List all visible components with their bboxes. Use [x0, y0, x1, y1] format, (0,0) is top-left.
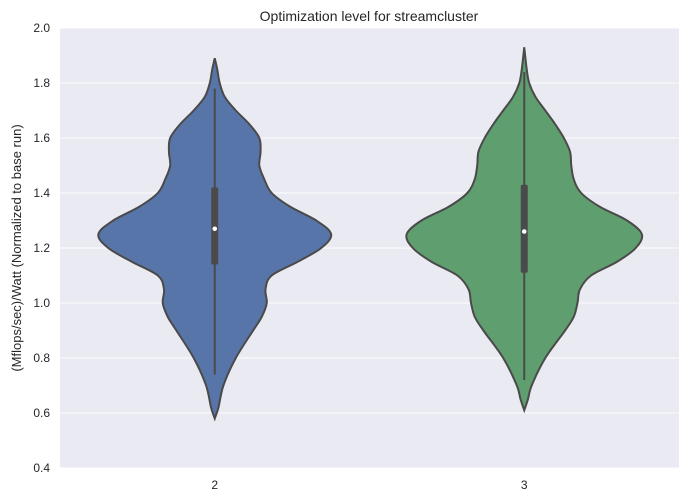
- y-tick-label: 1.6: [33, 131, 50, 145]
- iqr-box-2: [211, 187, 219, 265]
- y-tick-label: 0.6: [33, 406, 50, 420]
- y-tick-label: 0.8: [33, 351, 50, 365]
- y-tick-label: 1.8: [33, 76, 50, 90]
- chart-title: Optimization level for streamcluster: [260, 8, 479, 24]
- x-tick-label: 2: [211, 478, 218, 492]
- y-tick-label: 2.0: [33, 21, 50, 35]
- median-point-2: [212, 226, 218, 232]
- y-tick-label: 0.4: [33, 461, 50, 475]
- y-tick-label: 1.0: [33, 296, 50, 310]
- y-tick-label: 1.2: [33, 241, 50, 255]
- y-tick-labels: 0.4 0.6 0.8 1.0 1.2 1.4 1.6 1.8 2.0: [33, 21, 50, 475]
- x-tick-label: 3: [521, 478, 528, 492]
- y-axis-label: (Mflops/sec)/Watt (Normalized to base ru…: [9, 124, 24, 371]
- median-point-3: [521, 229, 527, 234]
- violins: [97, 47, 644, 422]
- y-tick-label: 1.4: [33, 186, 50, 200]
- iqr-box-3: [520, 184, 528, 273]
